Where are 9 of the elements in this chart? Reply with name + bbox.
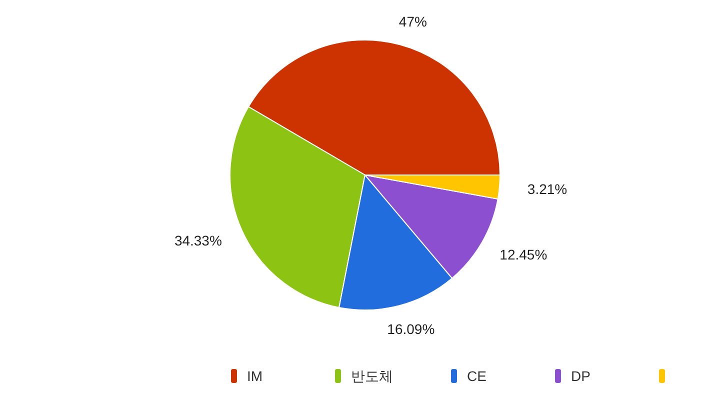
data-label: 34.33% [174,232,222,248]
data-label: 16.09% [387,320,435,337]
data-label: 3.21% [527,181,568,198]
data-label: 12.45% [500,246,548,263]
legend-label: 반도체 [351,368,393,384]
data-label: 47% [398,14,427,30]
legend-label: IM [247,368,263,384]
legend-label: DP [571,368,590,384]
legend-label: CE [467,368,486,384]
